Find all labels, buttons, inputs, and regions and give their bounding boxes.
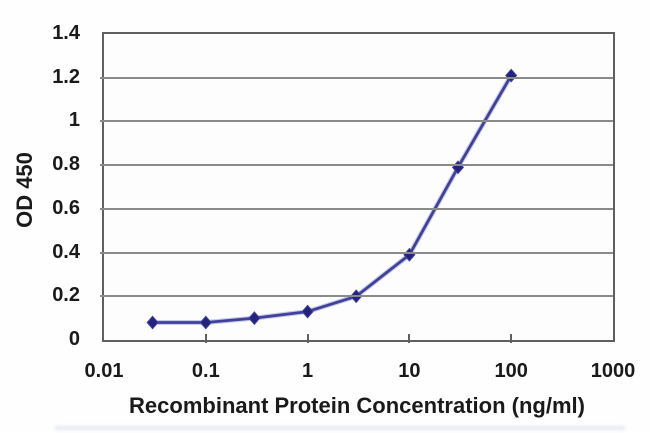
- y-tick-label: 1.4: [52, 22, 80, 44]
- jpeg-artifact-stripe: [55, 426, 625, 430]
- gridline: [100, 207, 613, 210]
- x-tick-label: 1: [302, 360, 314, 382]
- x-tick-label: 1000: [590, 360, 636, 382]
- y-tick-label: 0.4: [52, 240, 80, 263]
- x-tick-mark: [510, 334, 513, 343]
- gridline: [100, 120, 613, 123]
- y-tick-label: 0.8: [52, 153, 80, 176]
- x-tick-mark: [306, 334, 309, 343]
- plot-area: [100, 32, 615, 343]
- x-tick-mark: [408, 334, 411, 343]
- y-tick-label: 0.6: [52, 196, 80, 219]
- series-line: [152, 74, 513, 324]
- y-tick-label: 1.2: [52, 65, 80, 88]
- data-point-marker: [301, 304, 314, 319]
- data-point-marker: [146, 315, 159, 330]
- gridline: [100, 76, 613, 79]
- x-tick-label: 10: [398, 360, 421, 382]
- x-axis-title: Recombinant Protein Concentration (ng/ml…: [129, 393, 585, 418]
- gridline: [100, 251, 613, 254]
- gridline: [100, 295, 613, 298]
- x-tick-mark: [204, 334, 207, 343]
- data-point-marker: [248, 311, 261, 326]
- y-tick-label: 0: [68, 328, 80, 350]
- x-tick-label: 100: [494, 360, 528, 382]
- x-tick-label: 0.01: [84, 360, 124, 382]
- series-plot: [146, 68, 518, 330]
- gridline: [100, 164, 613, 167]
- data-point-marker: [505, 68, 518, 83]
- series-line-halo: [152, 74, 514, 325]
- y-tick-label: 0.2: [52, 284, 80, 307]
- y-tick-label: 1: [68, 109, 80, 132]
- x-tick-label: 0.1: [191, 360, 220, 382]
- data-point-marker: [199, 315, 212, 330]
